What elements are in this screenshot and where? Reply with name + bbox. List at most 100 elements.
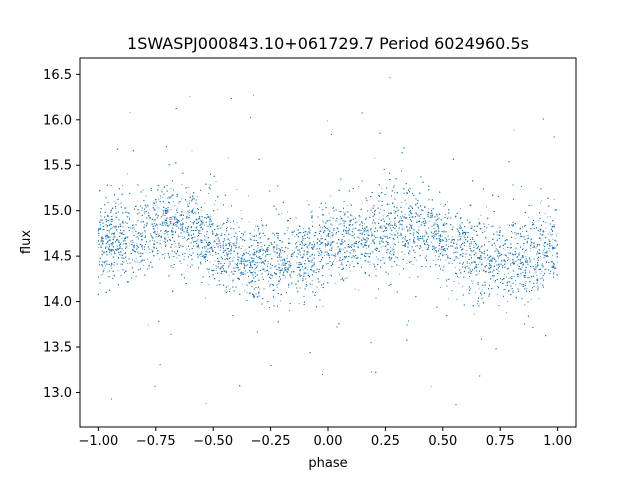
- data-point: [155, 205, 157, 207]
- data-point: [206, 233, 208, 235]
- data-point: [401, 202, 403, 203]
- data-point: [510, 263, 512, 265]
- data-point: [139, 262, 141, 263]
- data-point: [118, 203, 120, 205]
- data-point: [390, 247, 392, 248]
- data-point: [536, 282, 538, 284]
- data-point: [447, 201, 449, 203]
- data-point: [370, 235, 372, 237]
- data-point: [523, 251, 525, 253]
- data-point: [382, 209, 384, 211]
- data-point: [346, 205, 348, 207]
- data-point: [227, 285, 229, 287]
- data-point: [187, 213, 189, 215]
- data-point: [269, 286, 271, 288]
- data-point: [209, 214, 211, 216]
- data-point: [373, 243, 375, 245]
- data-point: [229, 257, 231, 259]
- data-point: [304, 230, 306, 232]
- data-point: [166, 218, 168, 220]
- data-point: [504, 289, 506, 291]
- data-point: [405, 243, 406, 245]
- data-point: [200, 219, 201, 221]
- data-point: [387, 215, 389, 217]
- data-point: [550, 260, 552, 262]
- data-point: [343, 280, 344, 282]
- data-point: [121, 238, 123, 240]
- data-point: [399, 265, 401, 267]
- data-point: [406, 263, 408, 264]
- data-point: [303, 273, 305, 275]
- data-point: [549, 232, 551, 234]
- data-point: [544, 213, 546, 215]
- data-point: [197, 236, 199, 238]
- data-point: [122, 226, 124, 228]
- data-point: [439, 236, 441, 238]
- data-point: [118, 257, 119, 259]
- data-point: [248, 221, 250, 223]
- data-point: [529, 244, 531, 246]
- data-point: [536, 283, 538, 284]
- data-point: [436, 226, 438, 228]
- data-point: [398, 235, 400, 237]
- data-point: [525, 281, 527, 283]
- data-point: [132, 245, 134, 247]
- data-point: [276, 253, 278, 255]
- data-point: [183, 223, 184, 225]
- data-point: [317, 251, 319, 253]
- data-point: [394, 221, 395, 223]
- data-point: [519, 236, 521, 238]
- data-point: [98, 246, 100, 248]
- data-point: [259, 258, 260, 259]
- data-point: [249, 251, 250, 253]
- data-point: [465, 249, 467, 251]
- data-point: [146, 204, 148, 206]
- data-point: [349, 270, 351, 272]
- data-point: [144, 213, 146, 215]
- data-point: [470, 241, 472, 243]
- data-point: [424, 229, 426, 231]
- data-point: [175, 246, 177, 248]
- data-point: [254, 267, 256, 269]
- data-point: [159, 258, 161, 260]
- data-point: [525, 256, 527, 257]
- data-point: [552, 229, 553, 231]
- data-point: [304, 231, 306, 233]
- data-point: [553, 272, 555, 273]
- data-point: [377, 236, 378, 238]
- data-point: [208, 271, 210, 273]
- data-point: [204, 251, 206, 253]
- data-point: [182, 238, 184, 239]
- data-point: [435, 234, 437, 236]
- data-point: [114, 275, 116, 277]
- data-point: [479, 261, 481, 263]
- data-point: [140, 255, 142, 257]
- data-points: [97, 77, 558, 406]
- data-point: [441, 238, 443, 240]
- data-point: [522, 262, 524, 264]
- data-point: [246, 292, 248, 294]
- data-point: [280, 250, 281, 252]
- data-point: [303, 228, 305, 230]
- data-point: [446, 278, 448, 280]
- data-point: [227, 267, 229, 269]
- data-point: [136, 243, 138, 245]
- data-point: [161, 247, 163, 249]
- data-point: [329, 241, 331, 243]
- data-point: [109, 270, 111, 272]
- data-point: [360, 229, 362, 231]
- data-point: [545, 222, 547, 224]
- data-point: [415, 231, 417, 233]
- data-point: [311, 280, 313, 282]
- data-point: [366, 247, 368, 249]
- data-point: [508, 277, 510, 279]
- data-point: [361, 202, 363, 204]
- data-point: [416, 259, 418, 261]
- data-point: [495, 248, 497, 250]
- data-point: [410, 220, 412, 222]
- data-point: [114, 201, 116, 203]
- data-point: [398, 241, 399, 243]
- data-point: [242, 283, 244, 285]
- data-point: [106, 235, 107, 237]
- data-point: [307, 272, 309, 274]
